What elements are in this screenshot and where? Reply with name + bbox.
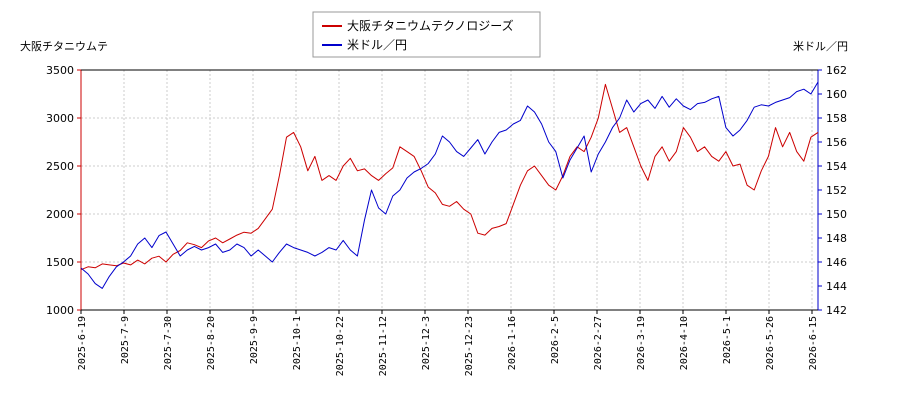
x-axis-ticks: 2025-6-19 2025-7-9 2025-7-30 2025-8-20 2025-… [77, 310, 819, 376]
x-tick-label: 2025-7-30 [163, 316, 174, 370]
x-tick-label: 2025-10-22 [335, 316, 346, 376]
legend-label-osaka-titanium: 大阪チタニウムテクノロジーズ [347, 18, 514, 33]
series-line-usd-jpy [80, 81, 819, 289]
right-tick-label: 158 [826, 112, 847, 125]
right-axis-label: 米ドル／円 [793, 40, 848, 53]
x-tick-label: 2025-6-19 [77, 316, 88, 370]
right-tick-label: 146 [826, 256, 847, 269]
x-tick-label: 2026-2-5 [550, 316, 561, 364]
left-tick-label: 2500 [46, 160, 74, 173]
right-axis-ticks: 142 144 146 148 150 152 154 156 158 160 162 [818, 64, 847, 317]
left-axis-label: 大阪チタニウムテ [20, 39, 108, 53]
left-tick-label: 3500 [46, 64, 74, 77]
left-tick-label: 1000 [46, 304, 74, 317]
right-tick-label: 148 [826, 232, 847, 245]
grid [80, 69, 818, 311]
right-tick-label: 144 [826, 280, 847, 293]
legend-box [312, 11, 541, 58]
right-tick-label: 142 [826, 304, 847, 317]
x-tick-label: 2025-8-20 [206, 316, 217, 370]
left-tick-label: 3000 [46, 112, 74, 125]
series-layer [80, 81, 819, 289]
legend-label-usd-jpy: 米ドル／円 [347, 38, 407, 52]
right-tick-label: 156 [826, 136, 847, 149]
x-tick-label: 2025-12-3 [421, 316, 432, 370]
right-tick-label: 154 [826, 160, 847, 173]
x-tick-label: 2025-10-1 [292, 316, 303, 370]
left-tick-label: 2000 [46, 208, 74, 221]
x-tick-label: 2026-5-1 [722, 316, 733, 364]
x-tick-label: 2026-4-10 [679, 316, 690, 370]
right-tick-label: 162 [826, 64, 847, 77]
plot-frame [80, 69, 819, 311]
series-line-osaka-titanium [80, 83, 819, 271]
legend: 大阪チタニウムテクノロジーズ 米ドル／円 [312, 11, 541, 58]
x-tick-label: 2026-2-27 [593, 316, 604, 370]
x-tick-label: 2025-7-9 [120, 316, 131, 364]
x-tick-label: 2026-1-16 [507, 316, 518, 370]
x-tick-label: 2026-5-26 [765, 316, 776, 370]
x-tick-label: 2025-9-9 [249, 316, 260, 364]
left-tick-label: 1500 [46, 256, 74, 269]
x-tick-label: 2026-3-19 [636, 316, 647, 370]
right-tick-label: 150 [826, 208, 847, 221]
x-tick-label: 2025-12-23 [464, 316, 475, 376]
left-axis-ticks: 1000 1500 2000 2500 3000 3500 [46, 64, 81, 317]
x-tick-label: 2026-6-15 [808, 316, 819, 370]
x-tick-label: 2025-11-12 [378, 316, 389, 376]
right-tick-label: 160 [826, 88, 847, 101]
right-tick-label: 152 [826, 184, 847, 197]
